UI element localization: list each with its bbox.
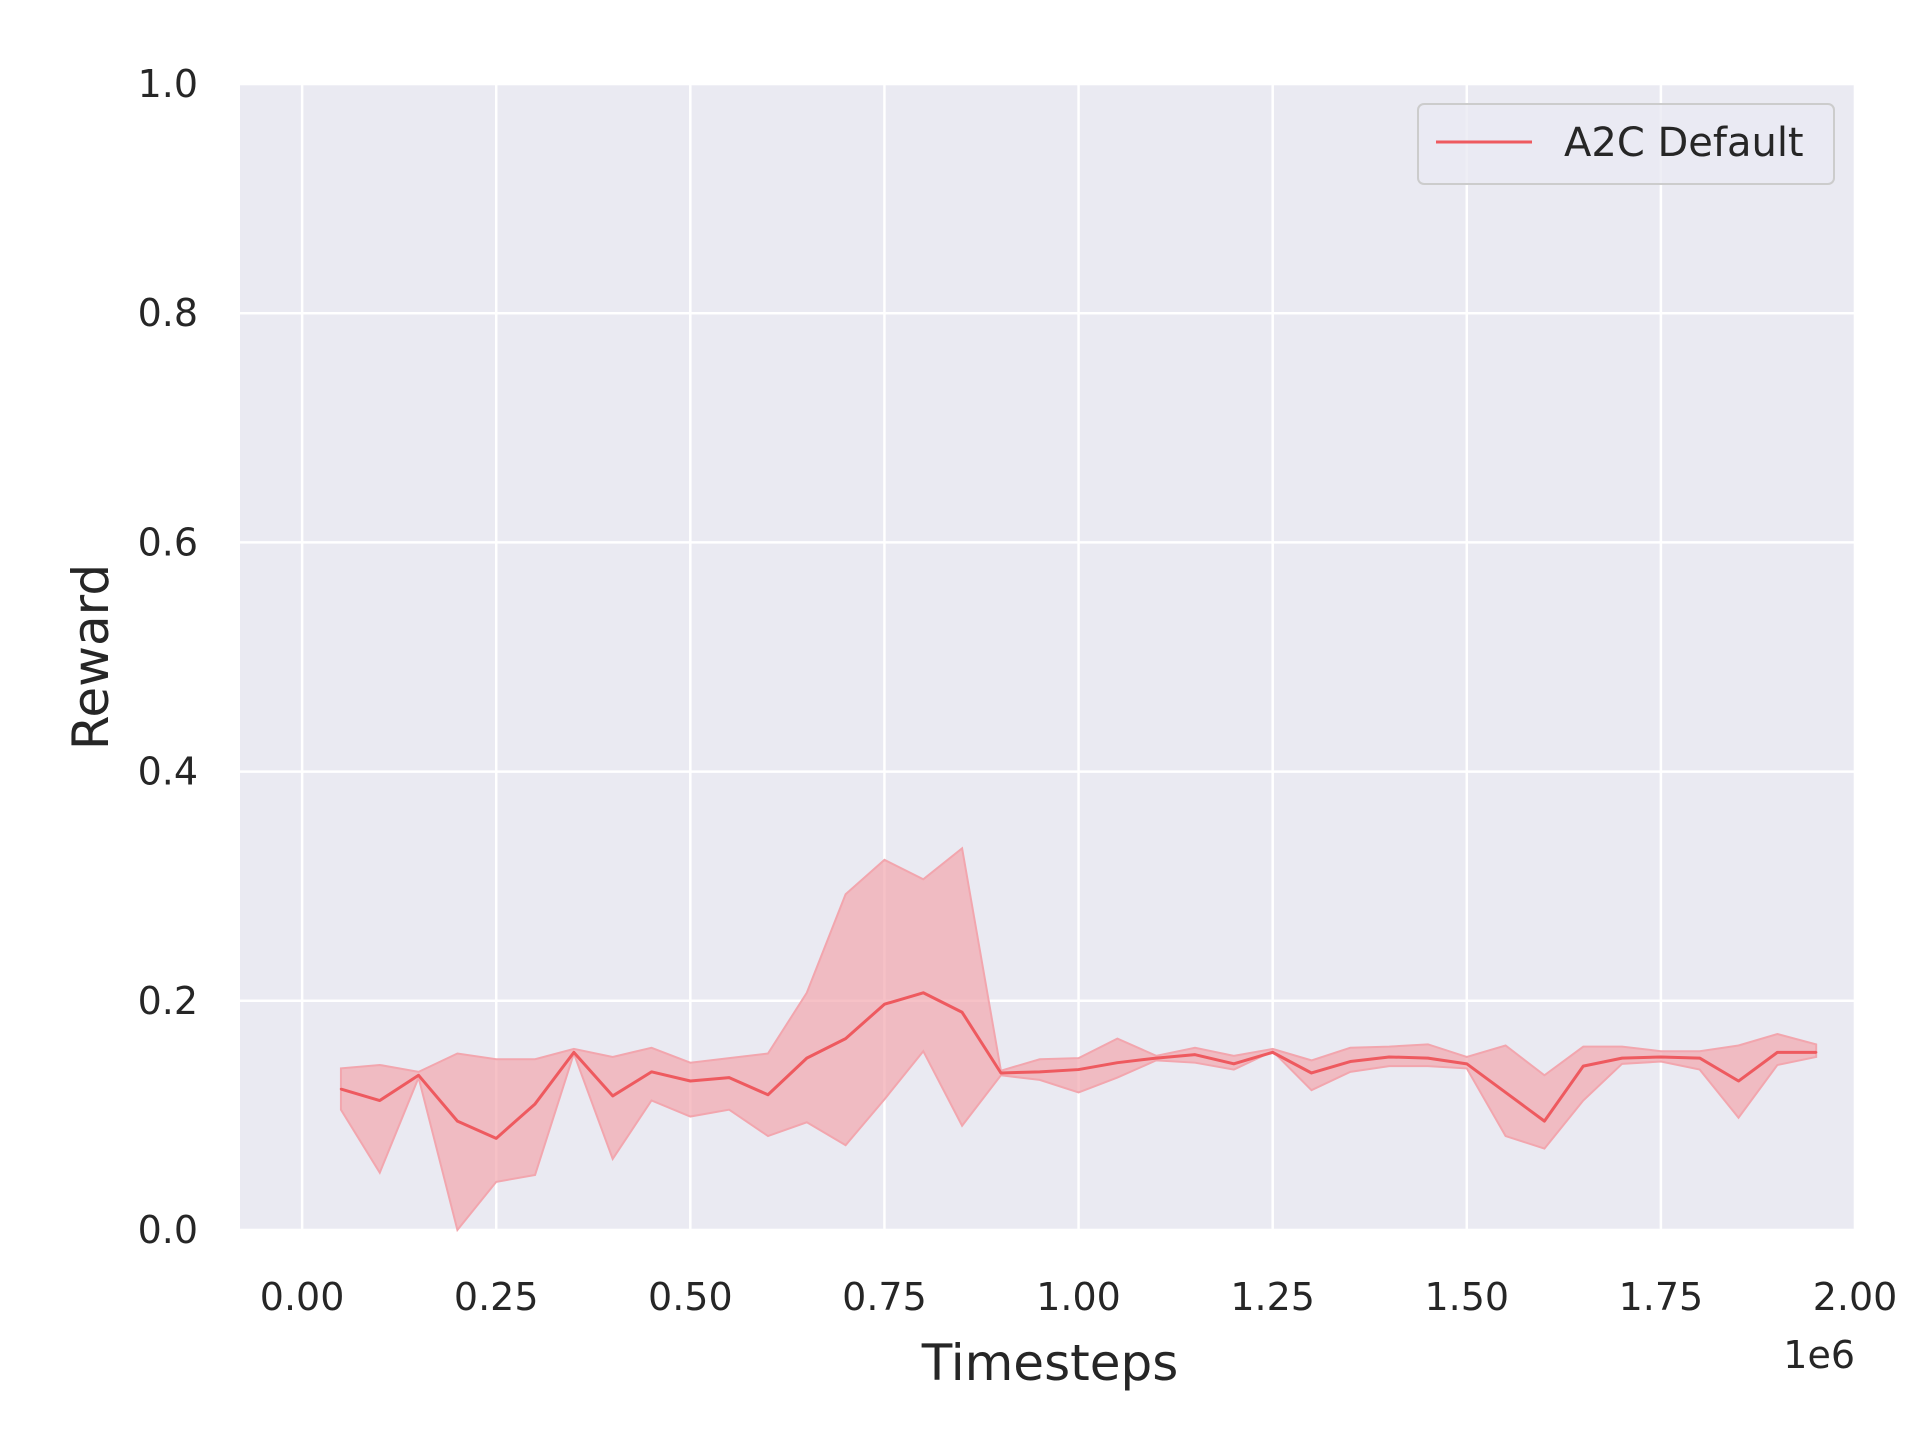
y-tick-label: 1.0 [138,62,198,106]
x-tick-label: 1.75 [1619,1275,1704,1319]
data-point [1426,1056,1430,1060]
data-point [805,1056,809,1060]
data-point [1349,1060,1352,1063]
data-point [456,1119,459,1123]
data-point [883,1003,886,1006]
data-point [1387,1055,1391,1059]
x-tick-label: 1.00 [1036,1275,1121,1319]
data-point [1465,1062,1468,1066]
data-point [844,1037,847,1040]
data-point [1698,1056,1701,1060]
data-point [572,1051,576,1054]
legend-label: A2C Default [1564,120,1804,166]
x-tick-label: 0.50 [648,1275,733,1319]
x-tick-label: 0.25 [454,1275,539,1319]
data-point [1620,1056,1624,1060]
data-point [339,1087,343,1091]
confidence-bands [339,846,1818,1233]
data-point [766,1093,770,1096]
data-point [1271,1051,1274,1054]
x-tick-label: 0.75 [842,1275,927,1319]
plot-background [240,84,1855,1230]
data-point [417,1074,420,1077]
data-point [1232,1062,1236,1066]
data-point [999,1071,1003,1075]
data-point [727,1076,731,1079]
legend-box [1417,103,1835,185]
y-tick-labels: 0.0 0.2 0.4 0.6 0.8 1.0 [138,62,198,1252]
data-point [1077,1068,1080,1071]
series-lines [339,991,1818,1140]
y-tick-label: 0.2 [138,979,198,1023]
x-axis-label: Timesteps [921,1334,1179,1392]
y-tick-label: 0.8 [138,291,198,335]
data-point [1582,1064,1585,1068]
data-point [1659,1055,1663,1059]
data-point [1776,1051,1779,1054]
x-tick-label: 0.00 [260,1275,345,1319]
data-point [689,1079,692,1083]
data-point [378,1099,381,1102]
data-point [1737,1079,1740,1083]
x-tick-labels: 0.00 0.25 0.50 0.75 1.00 1.25 1.50 1.75 2.00 [260,1275,1897,1319]
x-tick-label: 2.00 [1813,1275,1898,1319]
data-point [1155,1056,1158,1060]
data-point [960,1011,964,1014]
data-point [495,1137,498,1140]
y-tick-label: 0.0 [138,1208,198,1252]
data-point [533,1102,537,1106]
series-band-0 [339,846,1818,1233]
data-point [1116,1061,1119,1064]
y-axis-label: Reward [62,564,120,750]
data-point [1310,1071,1313,1075]
data-point [1038,1070,1041,1074]
data-point [1193,1053,1197,1056]
x-tick-label: 1.50 [1424,1275,1509,1319]
data-point [1543,1119,1546,1123]
x-tick-label: 1.25 [1230,1275,1315,1319]
data-point [922,991,925,994]
y-tick-label: 0.6 [138,520,198,564]
y-tick-label: 0.4 [138,750,198,794]
x-offset-label: 1e6 [1783,1333,1855,1377]
legend: A2C Default [1417,103,1835,185]
grid-lines [240,82,1857,1232]
data-point [611,1094,614,1098]
data-point [1814,1051,1818,1054]
data-point [1504,1091,1507,1094]
data-point [650,1070,653,1074]
